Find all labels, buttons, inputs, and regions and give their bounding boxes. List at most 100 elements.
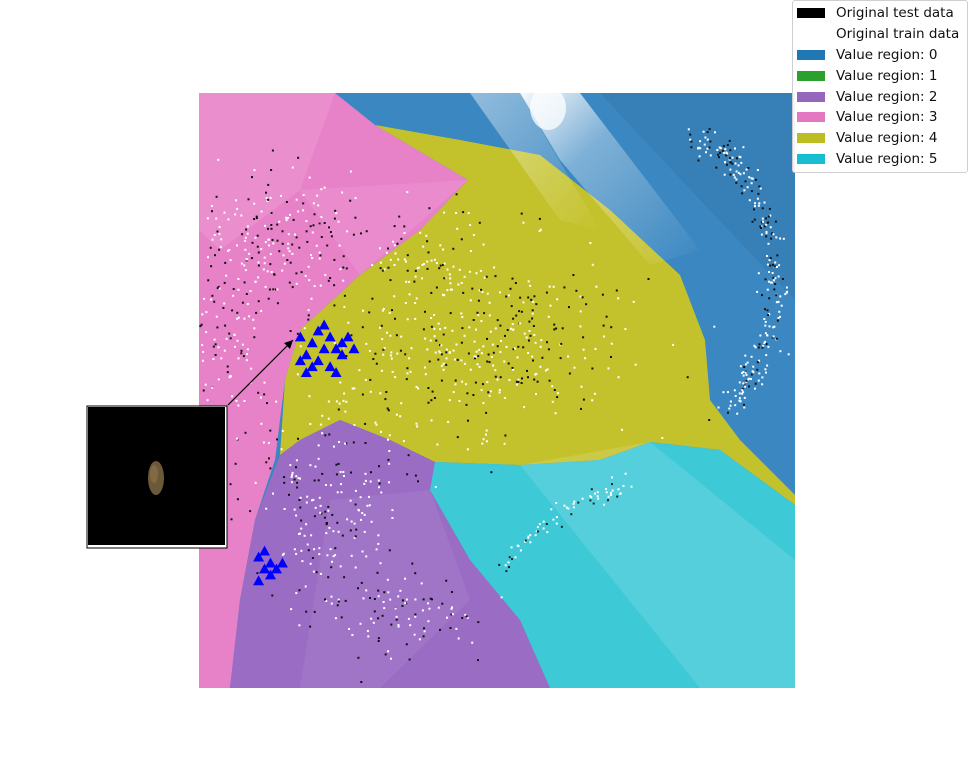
data-point [451,329,454,332]
data-point [207,256,209,259]
data-point [339,565,342,568]
data-point [379,392,382,395]
data-point [364,378,367,381]
data-point [365,589,368,592]
data-point [236,244,238,247]
data-point [488,314,491,317]
data-point [331,513,334,516]
data-point [773,325,776,328]
data-point [766,309,769,312]
data-point [217,285,220,288]
data-point [291,252,294,255]
data-point [308,176,311,179]
data-point [527,296,530,299]
data-point [500,596,503,599]
data-point [371,297,374,300]
data-point [511,277,514,280]
data-point [528,330,531,332]
data-point [467,352,470,355]
data-point [754,178,757,181]
data-point [406,318,409,321]
data-point [555,502,558,504]
data-point [281,553,284,556]
data-point [437,606,440,609]
data-point [408,357,411,360]
data-point [287,242,290,245]
data-point [455,193,458,196]
data-point [717,406,720,409]
data-point [440,353,443,356]
data-point [397,258,400,261]
data-point [616,495,619,498]
data-point [319,504,322,507]
data-point [201,313,204,316]
data-point [399,415,402,418]
data-point [210,265,213,268]
data-point [260,396,262,399]
data-point [776,301,779,304]
data-point [494,327,497,330]
data-point [237,316,240,319]
data-point [542,527,545,530]
data-point [764,278,767,281]
data-point [759,334,762,337]
data-point [368,311,371,314]
data-point [462,291,465,294]
legend-item: Original test data [793,3,967,24]
data-point [244,269,247,272]
data-point [527,351,529,354]
data-point [248,252,251,255]
data-point [460,359,463,362]
data-point [533,378,536,381]
highlight-marker [318,343,330,354]
highlight-marker [348,343,360,354]
data-point [388,481,390,484]
data-point [719,151,721,154]
data-point [597,497,600,500]
data-point [748,377,751,380]
data-point [236,437,239,440]
data-point [417,266,420,269]
data-point [743,366,746,368]
data-point [437,358,440,361]
data-point [381,269,384,272]
data-point [195,274,197,276]
legend-swatch [797,133,825,144]
data-point [573,500,576,503]
data-point [465,615,468,618]
data-point [413,280,416,283]
data-point [776,266,778,268]
data-point [556,298,559,301]
data-point [553,323,556,326]
data-point [211,386,214,389]
data-point [775,236,778,239]
data-point [389,334,392,337]
data-point [475,272,478,275]
highlight-marker [265,557,277,568]
data-point [729,173,732,176]
data-point [270,212,273,214]
data-point [323,516,326,519]
data-point [764,368,767,371]
data-point [276,239,279,242]
data-point [350,334,353,337]
data-point [539,228,542,231]
data-point [708,419,711,421]
data-point [237,404,240,407]
data-point [442,263,444,266]
data-point [186,322,188,324]
data-point [363,530,366,533]
data-point [388,549,391,552]
data-point [214,343,217,346]
data-points-layer [186,128,790,683]
data-point [724,161,726,164]
data-point [338,402,341,405]
data-point [224,261,227,264]
data-point [769,214,772,217]
data-point [742,391,745,394]
data-point [697,159,700,162]
data-point [269,196,272,199]
data-point [389,598,392,601]
data-point [353,387,356,390]
data-point [477,621,480,624]
